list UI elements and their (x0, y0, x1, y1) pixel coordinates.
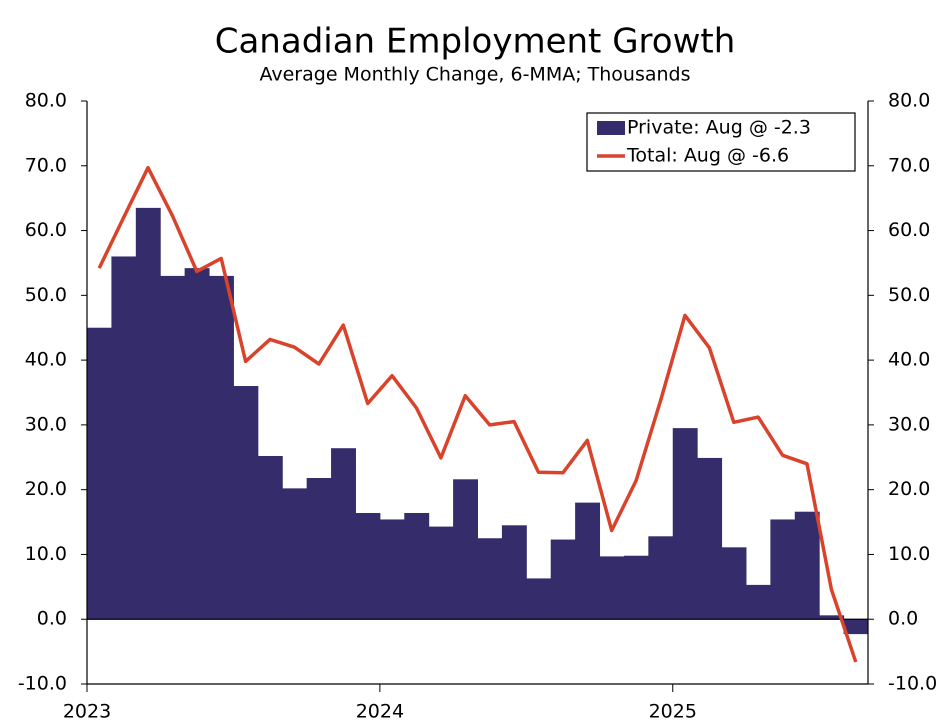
legend-label: Total: Aug @ -6.6 (626, 145, 789, 167)
y2-tick-label: 0.0 (888, 608, 918, 630)
y-tick-label: 70.0 (25, 154, 67, 176)
x-tick-label: 2024 (356, 701, 404, 723)
y-tick-label: -10.0 (18, 673, 67, 695)
bar (623, 555, 649, 620)
bar (526, 578, 552, 620)
bar (282, 488, 308, 620)
bar (404, 512, 430, 620)
bar (135, 207, 161, 620)
chart-subtitle: Average Monthly Change, 6-MMA; Thousands (259, 64, 690, 86)
bar (794, 511, 820, 620)
bar (331, 448, 356, 620)
x-tick-label: 2023 (63, 701, 111, 723)
bar (575, 502, 601, 620)
bar (184, 268, 210, 620)
bar (697, 457, 723, 620)
y-tick-label: 10.0 (25, 543, 67, 565)
y-tick-label: 20.0 (25, 478, 67, 500)
bar (648, 536, 674, 620)
y2-tick-label: 30.0 (888, 413, 930, 435)
bar (87, 327, 112, 620)
legend-label: Private: Aug @ -2.3 (627, 117, 811, 139)
bar (721, 547, 747, 620)
y-tick-label: 50.0 (25, 284, 67, 306)
y-tick-label: 40.0 (25, 349, 67, 371)
bar (672, 428, 698, 620)
bar (160, 275, 186, 620)
bar (355, 512, 381, 620)
bar (453, 479, 478, 620)
bar (233, 386, 259, 620)
bar (428, 526, 454, 620)
bar (819, 615, 845, 620)
bar (550, 539, 576, 620)
chart-title: Canadian Employment Growth (215, 22, 736, 62)
line (97, 165, 858, 663)
bar (745, 584, 771, 620)
y-tick-label: 60.0 (25, 219, 67, 241)
bar (379, 519, 405, 620)
bar (843, 619, 869, 635)
y2-tick-label: 50.0 (888, 284, 930, 306)
y-tick-label: 0.0 (37, 608, 67, 630)
bar (209, 275, 234, 620)
bar (501, 525, 527, 620)
bar (257, 455, 283, 620)
y-tick-label: 30.0 (25, 413, 67, 435)
y2-tick-label: -10.0 (888, 673, 937, 695)
bar (306, 478, 332, 620)
y2-tick-label: 20.0 (888, 478, 930, 500)
legend-swatch (597, 121, 625, 135)
bar (599, 556, 625, 620)
legend-box (586, 112, 856, 172)
y2-tick-label: 70.0 (888, 154, 930, 176)
bar (770, 519, 796, 620)
bar (477, 538, 503, 620)
y2-tick-label: 80.0 (888, 90, 930, 112)
x-tick-label: 2025 (649, 701, 697, 723)
y2-tick-label: 10.0 (888, 543, 930, 565)
bar (111, 256, 137, 620)
y-tick-label: 80.0 (25, 90, 67, 112)
y2-tick-label: 40.0 (888, 349, 930, 371)
y2-tick-label: 60.0 (888, 219, 930, 241)
